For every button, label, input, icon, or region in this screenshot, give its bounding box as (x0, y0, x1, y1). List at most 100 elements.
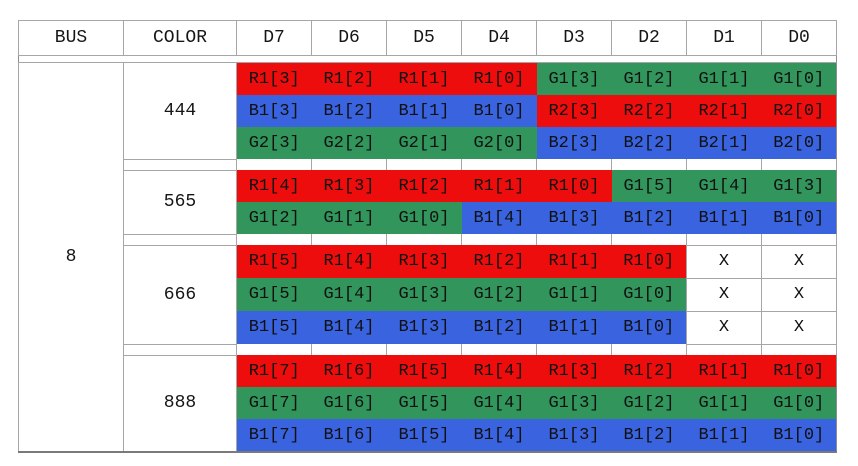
bit-cell: R1[3] (386, 245, 462, 278)
bit-cell: R1[2] (611, 355, 687, 387)
bit-cell: R1[1] (461, 170, 537, 202)
bit-row-444-0: 8 444 R1[3] R1[2] R1[1] R1[0] G1[3] G1[2] G1[1] G… (18, 62, 837, 453)
bit-cell: B1[5] (386, 419, 462, 452)
bit-cell: R1[2] (461, 245, 537, 278)
bit-cell: B1[2] (461, 311, 537, 344)
bit-cell: G1[5] (236, 278, 312, 311)
bit-cell: B1[1] (686, 419, 762, 452)
bit-cell: G1[3] (761, 170, 837, 202)
gap-cell (311, 234, 387, 245)
header-separator-cell (461, 55, 537, 63)
page: BUS COLOR D7 D6 D5 D4 D3 D2 D1 D0 8 444 R1[3] R1[2… (18, 20, 837, 453)
bit-cell: B1[7] (236, 419, 312, 452)
bit-cell: R2[3] (536, 95, 612, 127)
bit-cell: R2[1] (686, 95, 762, 127)
col-header-d5: D5 (386, 20, 462, 56)
gap-cell (536, 234, 612, 245)
group-gap-row (19, 343, 837, 356)
bit-cell: G1[1] (536, 278, 612, 311)
col-header-d6: D6 (311, 20, 387, 56)
bit-cell: G1[2] (461, 278, 537, 311)
bit-cell: B1[2] (611, 202, 687, 234)
color-format-cell-888: 888 (123, 354, 237, 453)
bit-cell: R1[0] (536, 170, 612, 202)
bit-cell: B1[4] (311, 311, 387, 344)
bit-cell: G2[2] (311, 127, 387, 159)
bit-cell: X (761, 277, 837, 312)
bit-cell: G1[1] (686, 387, 762, 419)
bit-cell: R1[3] (536, 355, 612, 387)
bit-row-444-1: B1[3] B1[2] B1[1] B1[0] R2[3] R2[2] R2[1] R2[0] (19, 95, 837, 127)
bit-cell: R1[0] (461, 62, 537, 95)
bit-cell: X (761, 310, 837, 345)
header-separator-cell (611, 55, 687, 63)
bit-cell: R1[5] (236, 245, 312, 278)
gap-cell (386, 159, 462, 170)
bit-cell: G1[0] (611, 278, 687, 311)
bit-cell: B1[4] (461, 202, 537, 234)
col-header-d1: D1 (686, 20, 762, 56)
gap-cell (761, 234, 837, 245)
bit-cell: R1[4] (311, 245, 387, 278)
gap-cell-color-col (123, 158, 237, 171)
bit-cell: B1[2] (611, 419, 687, 452)
bit-cell: B1[4] (461, 419, 537, 452)
bit-cell: G1[1] (686, 62, 762, 95)
gap-cell (311, 159, 387, 170)
bit-cell: R1[5] (386, 355, 462, 387)
gap-cell (236, 159, 312, 170)
gap-cell (686, 234, 762, 245)
bit-cell: B1[1] (686, 202, 762, 234)
bit-cell: R1[0] (611, 245, 687, 278)
bit-cell: G1[0] (761, 387, 837, 419)
header-separator-cell (311, 55, 387, 63)
gap-cell (461, 234, 537, 245)
gap-cell (686, 344, 762, 355)
bit-cell: G1[7] (236, 387, 312, 419)
bit-cell: X (686, 277, 762, 312)
bit-cell: G2[0] (461, 127, 537, 159)
bit-row-666-1: G1[5] G1[4] G1[3] G1[2] G1[1] G1[0] X X (19, 277, 837, 312)
bit-cell: G1[2] (236, 202, 312, 234)
col-header-color: COLOR (123, 20, 237, 56)
bit-cell: B1[3] (536, 419, 612, 452)
gap-cell (611, 234, 687, 245)
gap-cell (311, 344, 387, 355)
bit-cell: R1[1] (386, 62, 462, 95)
bit-cell: G1[4] (686, 170, 762, 202)
col-header-d0: D0 (761, 20, 837, 56)
color-format-cell-444: 444 (123, 62, 237, 160)
gap-cell (536, 159, 612, 170)
bit-cell: B1[0] (461, 95, 537, 127)
bit-cell: R2[2] (611, 95, 687, 127)
bit-cell: B1[3] (536, 202, 612, 234)
bit-row-565-0: 565 R1[4] R1[3] R1[2] R1[1] R1[0] G1[5] G1[4] G1… (19, 169, 837, 235)
bit-row-888-0: 888 R1[7] R1[6] R1[5] R1[4] R1[3] R1[2] R1[1] R1… (19, 354, 837, 453)
bit-cell: B1[0] (761, 419, 837, 452)
bit-cell: R1[4] (236, 170, 312, 202)
bit-cell: B2[1] (686, 127, 762, 159)
bit-cell: B1[0] (761, 202, 837, 234)
col-header-bus: BUS (18, 20, 124, 56)
bit-cell: G1[6] (311, 387, 387, 419)
bit-cell: G1[5] (611, 170, 687, 202)
col-header-d2: D2 (611, 20, 687, 56)
col-header-d3: D3 (536, 20, 612, 56)
bit-cell: G1[0] (761, 62, 837, 95)
header-separator-cell (18, 55, 124, 63)
header-separator-cell (536, 55, 612, 63)
gap-cell (611, 344, 687, 355)
bit-cell: R1[4] (461, 355, 537, 387)
gap-cell (386, 344, 462, 355)
bit-cell: G1[2] (611, 62, 687, 95)
bit-cell: G1[1] (311, 202, 387, 234)
rgb-bus-bit-mapping-table: BUS COLOR D7 D6 D5 D4 D3 D2 D1 D0 8 444 R1[3] R1[2… (18, 20, 837, 453)
bit-cell: R1[6] (311, 355, 387, 387)
bit-cell: B1[2] (311, 95, 387, 127)
bit-cell: R1[3] (311, 170, 387, 202)
header-separator-cell (123, 55, 237, 63)
group-gap-row (19, 158, 837, 171)
header-separator-row (18, 55, 837, 63)
gap-cell (611, 159, 687, 170)
group-gap-row (19, 233, 837, 246)
